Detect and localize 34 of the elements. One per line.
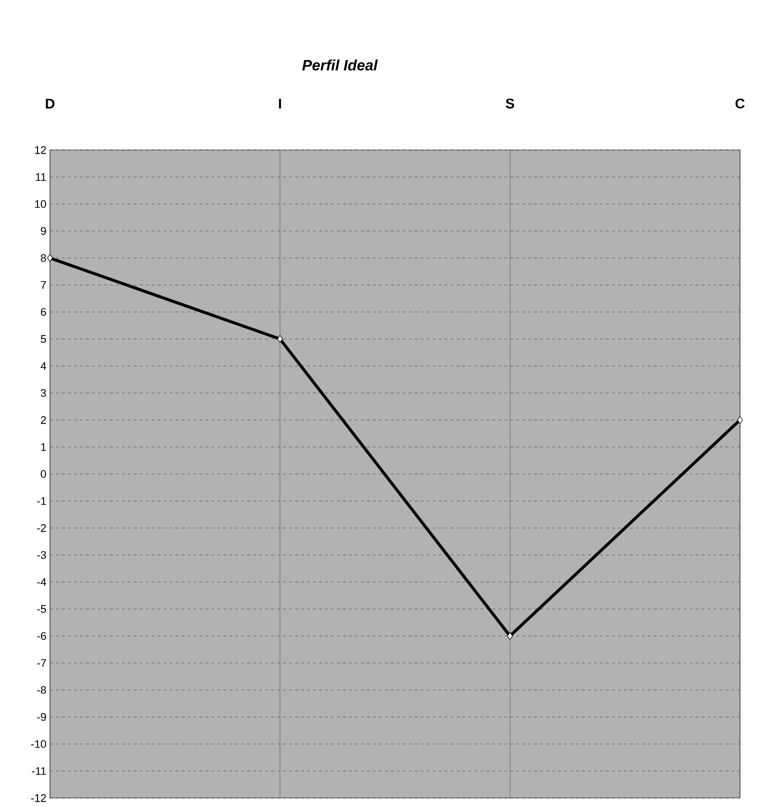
y-tick-label: -6 <box>37 632 46 640</box>
y-tick-label: -8 <box>37 686 46 694</box>
y-tick-label: -7 <box>37 659 46 667</box>
y-tick-label: -9 <box>37 713 46 721</box>
y-tick-label: 3 <box>40 389 46 397</box>
x-tick-label: D <box>46 98 54 108</box>
point <box>47 254 53 262</box>
point <box>277 335 283 343</box>
y-tick-label: -1 <box>37 497 46 505</box>
y-tick-label: 9 <box>40 227 46 235</box>
point <box>507 632 513 640</box>
y-tick-label: 10 <box>35 200 46 208</box>
y-tick-label: 4 <box>40 362 46 370</box>
x-tick-label: S <box>506 98 514 108</box>
y-tick-label: -3 <box>37 551 46 559</box>
y-tick-label: 2 <box>40 416 46 424</box>
x-tick-label: C <box>736 98 745 108</box>
y-tick-label: 0 <box>40 470 46 478</box>
y-tick-label: 12 <box>35 146 46 154</box>
x-tick-label: I <box>279 98 281 108</box>
y-tick-label: 5 <box>40 335 46 343</box>
y-tick-label: -11 <box>32 767 46 775</box>
y-tick-label: 11 <box>36 173 46 181</box>
y-tick-label: -5 <box>37 605 46 613</box>
chart-title: Perfil Ideal <box>302 60 378 70</box>
point <box>737 416 743 424</box>
y-tick-label: -2 <box>37 524 46 532</box>
y-tick-label: -4 <box>37 578 46 586</box>
y-tick-label: 6 <box>40 308 46 316</box>
y-tick-label: 7 <box>40 281 46 289</box>
y-tick-label: -12 <box>31 794 46 802</box>
y-tick-label: 1 <box>41 443 46 451</box>
y-tick-label: 8 <box>40 254 46 262</box>
y-tick-label: -10 <box>31 740 46 748</box>
